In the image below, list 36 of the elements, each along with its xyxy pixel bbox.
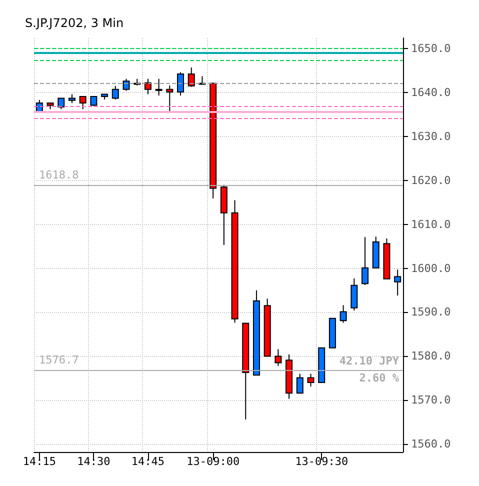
y-tick-label: 1630.0	[411, 130, 451, 143]
candlestick	[155, 78, 162, 96]
candlestick	[274, 348, 282, 366]
candlestick	[90, 96, 98, 107]
candlestick	[177, 72, 184, 96]
candlestick	[188, 66, 195, 88]
annotation: 42.10 JPY	[339, 354, 400, 368]
y-tick-label: 1640.0	[411, 86, 451, 99]
ref-line-label: 1618.8	[39, 168, 79, 182]
x-tick-label: 14:30	[77, 455, 110, 468]
chart-title: S.JP.J7202, 3 Min	[25, 16, 124, 30]
candlestick	[394, 269, 402, 296]
x-tick-label: 13-09:00	[186, 455, 240, 468]
candlestick	[112, 85, 119, 100]
candlestick	[58, 98, 65, 110]
x-tick-label: 13-09:30	[295, 455, 348, 468]
y-tick-label: 1580.0	[411, 350, 451, 363]
ref-line-label: 1576.7	[39, 354, 79, 367]
candlestick	[144, 78, 152, 95]
y-tick-label: 1620.0	[411, 174, 451, 187]
y-tick-label: 1610.0	[411, 218, 451, 231]
y-tick-label: 1560.0	[411, 438, 451, 451]
y-tick-label: 1650.0	[411, 42, 451, 56]
candlestick	[362, 236, 369, 286]
candlestick	[79, 96, 86, 110]
candlestick	[166, 84, 174, 114]
annotation: 2.60 %	[359, 372, 400, 385]
y-tick-label: 1590.0	[411, 306, 451, 319]
y-tick-label: 1570.0	[411, 394, 451, 407]
candlestick	[340, 304, 347, 324]
candlestick	[350, 278, 358, 311]
candlestick	[296, 373, 304, 394]
x-tick-label: 14:15	[22, 455, 56, 468]
x-tick-label: 14:45	[131, 455, 165, 468]
y-tick-label: 1600.0	[411, 262, 451, 275]
candlestick	[307, 373, 314, 388]
